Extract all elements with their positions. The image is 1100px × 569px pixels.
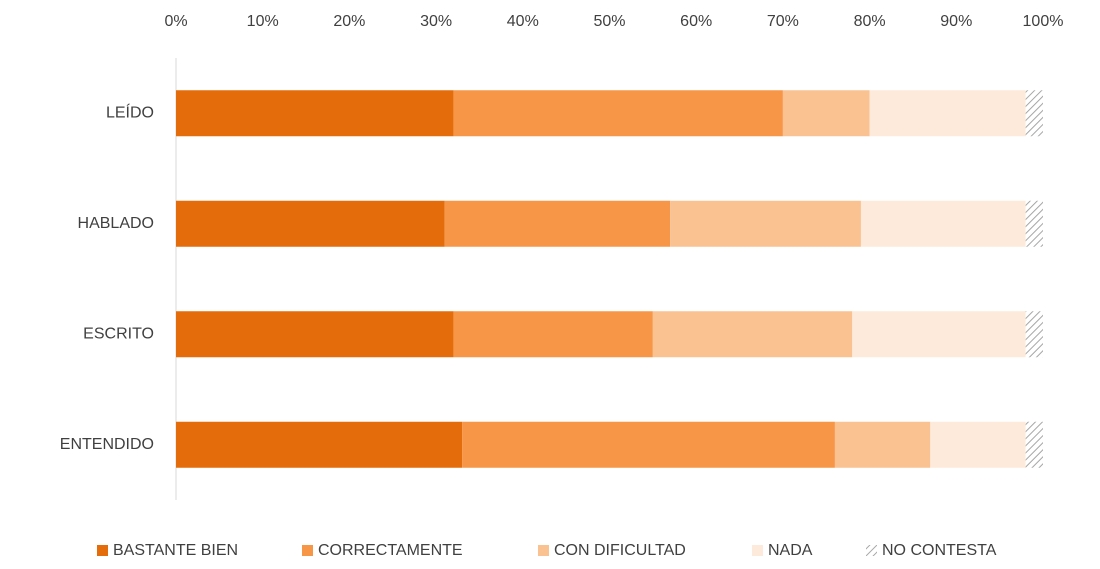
bar-segment bbox=[1025, 311, 1043, 358]
x-tick-label: 90% bbox=[940, 13, 972, 30]
bar-segment bbox=[852, 311, 1026, 358]
bar-segment bbox=[869, 90, 1026, 137]
bar-segment bbox=[1025, 421, 1043, 468]
x-tick-label: 0% bbox=[164, 13, 187, 30]
bar-segment bbox=[930, 421, 1026, 468]
legend-label: CORRECTAMENTE bbox=[318, 542, 463, 559]
bar-segment bbox=[860, 200, 1026, 247]
legend-swatch bbox=[538, 545, 549, 556]
legend-label: NO CONTESTA bbox=[882, 542, 997, 559]
bar-segment bbox=[652, 311, 853, 358]
legend-swatch bbox=[97, 545, 108, 556]
bar-segment bbox=[444, 200, 671, 247]
legend-label: CON DIFICULTAD bbox=[554, 542, 686, 559]
x-tick-label: 20% bbox=[333, 13, 365, 30]
bar-segment bbox=[462, 421, 835, 468]
x-tick-label: 50% bbox=[593, 13, 625, 30]
y-tick-label: HABLADO bbox=[78, 215, 154, 232]
y-tick-label: ESCRITO bbox=[83, 325, 154, 342]
bar-segment bbox=[834, 421, 931, 468]
x-tick-label: 70% bbox=[767, 13, 799, 30]
legend-swatch bbox=[302, 545, 313, 556]
bar-segment bbox=[453, 90, 783, 137]
y-tick-label: ENTENDIDO bbox=[60, 436, 154, 453]
bar-segment bbox=[453, 311, 653, 358]
x-tick-label: 30% bbox=[420, 13, 452, 30]
bar-segment bbox=[176, 421, 463, 468]
x-tick-label: 80% bbox=[854, 13, 886, 30]
bar-segment bbox=[1025, 200, 1043, 247]
legend-label: NADA bbox=[768, 542, 813, 559]
x-tick-label: 100% bbox=[1023, 13, 1064, 30]
bar-segment bbox=[176, 90, 454, 137]
bar-segment bbox=[176, 311, 454, 358]
bar-segment bbox=[670, 200, 861, 247]
legend-swatch bbox=[752, 545, 763, 556]
legend-swatch bbox=[866, 545, 877, 556]
bar-segment bbox=[782, 90, 870, 137]
legend-label: BASTANTE BIEN bbox=[113, 542, 238, 559]
x-tick-label: 10% bbox=[247, 13, 279, 30]
bar-segment bbox=[1025, 90, 1043, 137]
x-tick-label: 60% bbox=[680, 13, 712, 30]
y-tick-label: LEÍDO bbox=[106, 102, 154, 121]
x-tick-label: 40% bbox=[507, 13, 539, 30]
bar-segment bbox=[176, 200, 445, 247]
